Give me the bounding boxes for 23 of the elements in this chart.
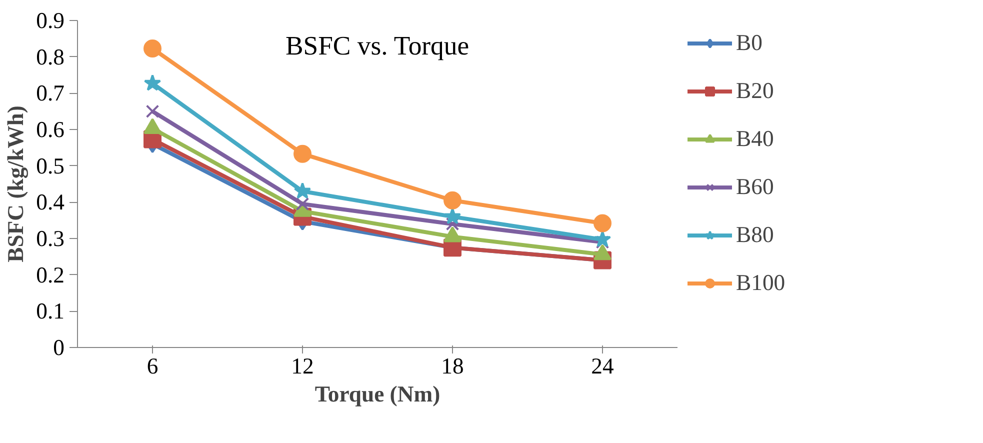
legend-label: B20 <box>736 78 774 104</box>
legend-label: B60 <box>736 174 774 200</box>
y-tick-label: 0.2 <box>36 262 65 288</box>
y-tick-label: 0.6 <box>36 117 65 142</box>
y-tick-label: 0.1 <box>36 298 65 324</box>
x-tick-label: 12 <box>291 354 314 378</box>
y-axis-title: BSFC (kg/kWh) <box>3 106 28 262</box>
legend-label: B80 <box>736 222 774 248</box>
y-tick-label: 0.3 <box>36 226 65 251</box>
y-tick-label: 0.5 <box>36 153 65 178</box>
legend-label: B0 <box>736 30 762 56</box>
chart-title: BSFC vs. Torque <box>285 30 470 60</box>
x-tick-label: 24 <box>591 354 614 378</box>
x-tick-label: 18 <box>441 354 464 378</box>
y-tick-label: 0.9 <box>36 8 65 33</box>
y-tick-label: 0.8 <box>36 44 65 70</box>
legend-label: B40 <box>736 126 774 152</box>
legend-label: B100 <box>736 270 786 296</box>
x-axis-title: Torque (Nm) <box>314 382 440 406</box>
x-tick-label: 6 <box>146 354 158 378</box>
y-tick-label: 0 <box>53 335 64 360</box>
y-tick-label: 0.7 <box>36 80 65 106</box>
y-tick-label: 0.4 <box>36 190 65 215</box>
